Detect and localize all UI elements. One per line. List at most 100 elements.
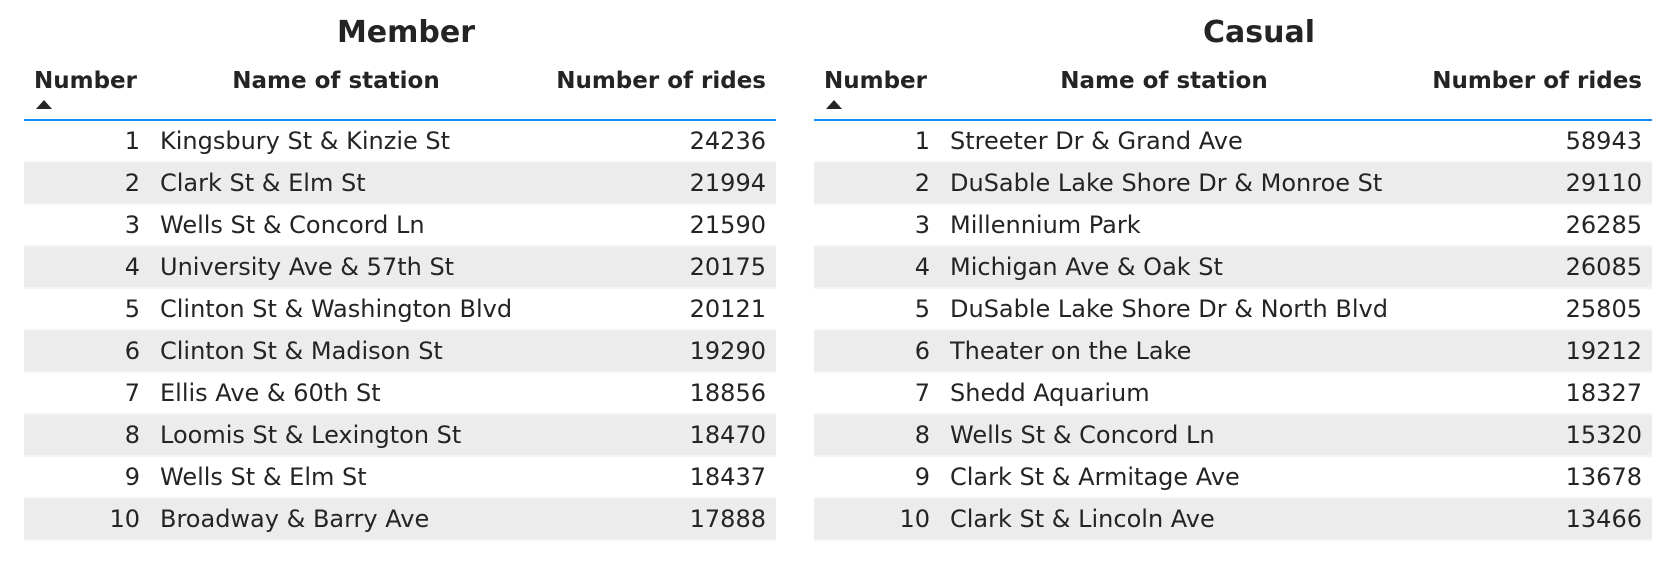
table-row: 7 Shedd Aquarium 18327 [814, 372, 1652, 415]
cell-station: Clark St & Armitage Ave [940, 456, 1388, 499]
cell-number: 2 [814, 162, 940, 205]
cell-rides: 13678 [1388, 456, 1652, 499]
cell-number: 7 [814, 372, 940, 415]
table-row: 2 DuSable Lake Shore Dr & Monroe St 29110 [814, 162, 1652, 205]
cell-number: 6 [24, 330, 150, 373]
table-row: 9 Clark St & Armitage Ave 13678 [814, 456, 1652, 499]
cell-rides: 18327 [1388, 372, 1652, 415]
table-row: 5 DuSable Lake Shore Dr & North Blvd 25805 [814, 288, 1652, 331]
cell-station: Streeter Dr & Grand Ave [940, 120, 1388, 163]
cell-rides: 24236 [522, 120, 776, 163]
member-stations-table: Number Name of station Number of rides 1… [24, 62, 776, 541]
sort-ascending-icon [36, 100, 52, 109]
cell-rides: 26085 [1388, 246, 1652, 289]
cell-station: Ellis Ave & 60th St [150, 372, 522, 415]
cell-number: 10 [24, 498, 150, 541]
cell-number: 3 [24, 204, 150, 247]
table-row: 6 Theater on the Lake 19212 [814, 330, 1652, 373]
cell-rides: 18856 [522, 372, 776, 415]
cell-station: DuSable Lake Shore Dr & North Blvd [940, 288, 1388, 331]
cell-rides: 17888 [522, 498, 776, 541]
member-table-title: Member [336, 15, 476, 50]
cell-rides: 21994 [522, 162, 776, 205]
column-header-label: Name of station [232, 68, 440, 94]
table-row: 7 Ellis Ave & 60th St 18856 [24, 372, 776, 415]
cell-rides: 29110 [1388, 162, 1652, 205]
table-header-row: Number Name of station Number of rides [24, 62, 776, 121]
cell-number: 1 [814, 120, 940, 163]
cell-station: Clark St & Lincoln Ave [940, 498, 1388, 541]
cell-number: 6 [814, 330, 940, 373]
cell-rides: 19290 [522, 330, 776, 373]
table-row: 3 Millennium Park 26285 [814, 204, 1652, 247]
cell-number: 4 [24, 246, 150, 289]
column-header-label: Number [824, 68, 927, 94]
cell-station: Loomis St & Lexington St [150, 414, 522, 457]
casual-stations-table: Number Name of station Number of rides 1… [814, 62, 1652, 541]
table-row: 9 Wells St & Elm St 18437 [24, 456, 776, 499]
cell-rides: 25805 [1388, 288, 1652, 331]
cell-number: 10 [814, 498, 940, 541]
column-header-station[interactable]: Name of station [940, 62, 1388, 121]
table-row: 6 Clinton St & Madison St 19290 [24, 330, 776, 373]
cell-number: 8 [24, 414, 150, 457]
table-row: 2 Clark St & Elm St 21994 [24, 162, 776, 205]
cell-number: 2 [24, 162, 150, 205]
table-row: 8 Wells St & Concord Ln 15320 [814, 414, 1652, 457]
column-header-station[interactable]: Name of station [150, 62, 522, 121]
table-row: 4 University Ave & 57th St 20175 [24, 246, 776, 289]
cell-number: 7 [24, 372, 150, 415]
table-row: 5 Clinton St & Washington Blvd 20121 [24, 288, 776, 331]
cell-station: Kingsbury St & Kinzie St [150, 120, 522, 163]
cell-rides: 58943 [1388, 120, 1652, 163]
cell-station: Wells St & Elm St [150, 456, 522, 499]
cell-station: Broadway & Barry Ave [150, 498, 522, 541]
cell-rides: 26285 [1388, 204, 1652, 247]
column-header-number[interactable]: Number [814, 62, 940, 121]
cell-station: Michigan Ave & Oak St [940, 246, 1388, 289]
column-header-number[interactable]: Number [24, 62, 150, 121]
cell-rides: 19212 [1388, 330, 1652, 373]
sort-ascending-icon [826, 100, 842, 109]
table-row: 3 Wells St & Concord Ln 21590 [24, 204, 776, 247]
cell-number: 5 [814, 288, 940, 331]
cell-station: University Ave & 57th St [150, 246, 522, 289]
cell-station: Clinton St & Washington Blvd [150, 288, 522, 331]
cell-number: 9 [24, 456, 150, 499]
cell-rides: 21590 [522, 204, 776, 247]
table-row: 10 Clark St & Lincoln Ave 13466 [814, 498, 1652, 541]
table-row: 1 Streeter Dr & Grand Ave 58943 [814, 120, 1652, 163]
cell-station: Wells St & Concord Ln [940, 414, 1388, 457]
column-header-label: Number of rides [1432, 68, 1642, 94]
cell-station: Theater on the Lake [940, 330, 1388, 373]
cell-number: 3 [814, 204, 940, 247]
cell-rides: 18470 [522, 414, 776, 457]
table-row: 4 Michigan Ave & Oak St 26085 [814, 246, 1652, 289]
table-row: 10 Broadway & Barry Ave 17888 [24, 498, 776, 541]
cell-rides: 13466 [1388, 498, 1652, 541]
cell-number: 1 [24, 120, 150, 163]
cell-station: DuSable Lake Shore Dr & Monroe St [940, 162, 1388, 205]
table-row: 1 Kingsbury St & Kinzie St 24236 [24, 120, 776, 163]
column-header-label: Name of station [1060, 68, 1268, 94]
cell-station: Millennium Park [940, 204, 1388, 247]
column-header-rides[interactable]: Number of rides [522, 62, 776, 121]
table-header-row: Number Name of station Number of rides [814, 62, 1652, 121]
cell-number: 4 [814, 246, 940, 289]
cell-station: Shedd Aquarium [940, 372, 1388, 415]
cell-station: Clark St & Elm St [150, 162, 522, 205]
column-header-rides[interactable]: Number of rides [1388, 62, 1652, 121]
column-header-label: Number [34, 68, 137, 94]
cell-rides: 18437 [522, 456, 776, 499]
cell-number: 9 [814, 456, 940, 499]
cell-rides: 20175 [522, 246, 776, 289]
casual-table-title: Casual [1202, 15, 1315, 50]
cell-number: 8 [814, 414, 940, 457]
column-header-label: Number of rides [556, 68, 766, 94]
cell-rides: 20121 [522, 288, 776, 331]
table-row: 8 Loomis St & Lexington St 18470 [24, 414, 776, 457]
cell-rides: 15320 [1388, 414, 1652, 457]
cell-number: 5 [24, 288, 150, 331]
cell-station: Clinton St & Madison St [150, 330, 522, 373]
cell-station: Wells St & Concord Ln [150, 204, 522, 247]
